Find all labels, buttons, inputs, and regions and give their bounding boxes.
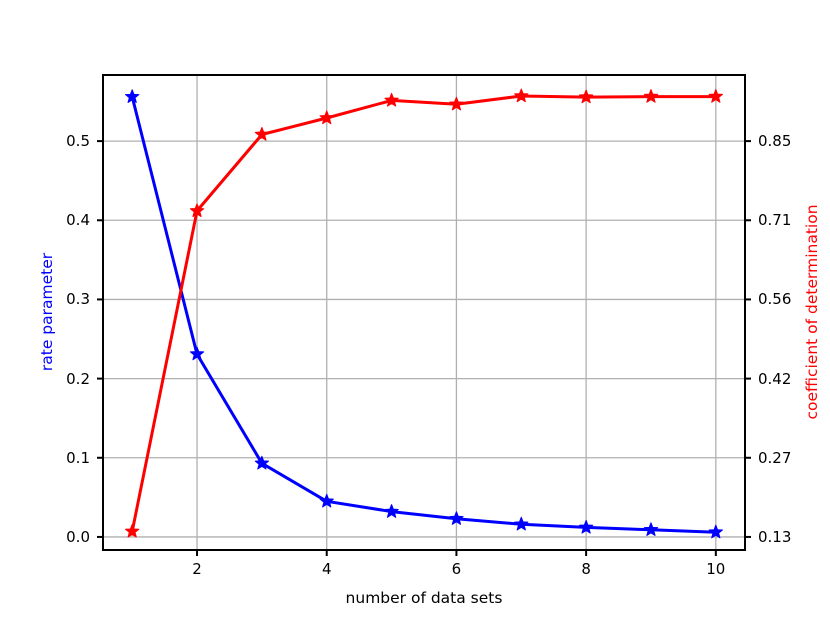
left-y-tick-label: 0.0 (66, 527, 90, 546)
x-tick-label: 2 (192, 560, 202, 578)
star-marker (643, 522, 659, 536)
star-marker (125, 523, 140, 538)
left-y-tick-label: 0.4 (66, 211, 90, 230)
x-tick-label: 4 (321, 560, 332, 578)
x-tick-label: 8 (581, 560, 591, 578)
star-marker (189, 203, 205, 218)
grid-lines (103, 75, 745, 550)
x-tick-label: 10 (706, 560, 726, 578)
star-marker (708, 524, 723, 539)
right-y-tick-label: 0.71 (758, 211, 792, 230)
x-tick-label: 6 (451, 560, 462, 578)
star-marker (449, 96, 464, 111)
data-series (125, 88, 723, 539)
right-y-tick-label: 0.56 (758, 290, 792, 309)
star-marker (708, 89, 723, 103)
star-marker (189, 346, 205, 361)
star-marker (578, 519, 594, 534)
series-line-right (130, 94, 718, 533)
star-marker (514, 88, 529, 103)
star-marker (319, 493, 334, 508)
axes-spines (102, 74, 746, 551)
star-marker (449, 511, 464, 525)
right-y-tick-label: 0.42 (758, 369, 792, 388)
star-marker (125, 89, 140, 103)
star-marker (514, 516, 529, 531)
star-marker (384, 92, 399, 107)
right-y-tick-label: 0.85 (758, 132, 792, 151)
star-marker (319, 110, 334, 125)
tick-marks (97, 140, 751, 556)
left-y-tick-label: 0.5 (66, 132, 90, 151)
star-marker (384, 504, 399, 518)
right-y-axis-label: coefficient of determination (803, 204, 821, 420)
series-line-left (130, 95, 718, 534)
star-marker (254, 455, 270, 470)
left-y-tick-label: 0.2 (66, 369, 90, 388)
star-marker (254, 126, 270, 141)
star-marker (643, 89, 659, 103)
left-y-axis-label: rate parameter (38, 252, 56, 372)
right-y-tick-label: 0.13 (758, 527, 792, 546)
x-axis-label: number of data sets (345, 589, 503, 607)
left-y-tick-label: 0.1 (66, 448, 90, 467)
left-y-tick-label: 0.3 (66, 290, 90, 309)
star-marker (578, 89, 594, 104)
right-y-tick-label: 0.27 (758, 448, 792, 467)
